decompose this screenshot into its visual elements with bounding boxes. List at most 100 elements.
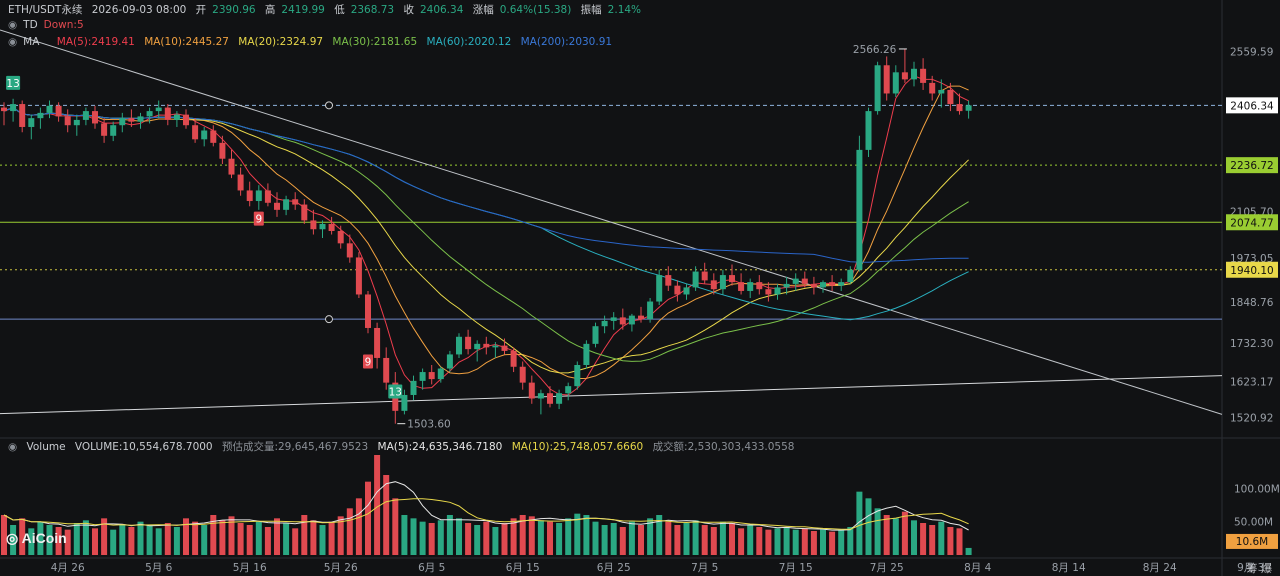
candle <box>683 283 690 300</box>
candle-body <box>110 125 117 136</box>
td-mark: 9 <box>253 211 264 226</box>
eye-icon[interactable]: ◉ <box>8 441 18 453</box>
volume-value: VOLUME:10,554,678.7000 <box>74 441 213 453</box>
candle <box>665 266 672 291</box>
candle <box>911 61 917 87</box>
y-tick-label: 1623.17 <box>1230 377 1273 389</box>
candle-body <box>519 366 526 383</box>
y-tick-label: 2559.59 <box>1230 46 1273 58</box>
volume-bar <box>401 515 408 555</box>
corner-label[interactable]: 筹 爆 <box>1246 562 1273 575</box>
candle <box>219 135 226 164</box>
volume-bar <box>219 520 226 555</box>
candle <box>1 102 7 126</box>
candle-body <box>192 125 199 140</box>
candle <box>456 333 462 358</box>
candle-body <box>865 111 872 150</box>
volume-bar <box>419 521 426 555</box>
candle <box>492 342 499 358</box>
volume-bar <box>528 516 535 555</box>
candle <box>774 283 781 300</box>
volume-bar <box>765 529 772 555</box>
candle-body <box>574 365 581 387</box>
candle <box>583 340 590 369</box>
candle-body <box>838 282 845 286</box>
volume-bar <box>756 527 763 555</box>
ma200-value: MA(200):2030.91 <box>520 36 613 48</box>
volume-bar <box>465 523 472 555</box>
eye-icon[interactable]: ◉ <box>8 36 18 48</box>
symbol[interactable]: ETH/USDT永续 <box>8 4 83 16</box>
candle <box>674 280 681 302</box>
candle-body <box>137 116 144 122</box>
volume-bar <box>510 518 517 555</box>
candle <box>710 273 717 295</box>
candle <box>628 313 635 332</box>
volume-bar <box>92 528 98 555</box>
level-price-tag: 2236.72 <box>1226 157 1278 174</box>
volume-bar <box>37 521 44 555</box>
candle <box>410 375 417 401</box>
candle <box>747 278 754 298</box>
candle <box>765 282 772 302</box>
candle-body <box>665 275 672 286</box>
volume-bar <box>64 529 71 555</box>
candle <box>355 252 362 298</box>
level-price-tag: 2074.77 <box>1226 214 1278 231</box>
high-value: 2419.99 <box>281 4 325 16</box>
candle-body <box>810 283 817 288</box>
volume-header: ◉ Volume VOLUME:10,554,678.7000 预估成交量:29… <box>8 440 800 454</box>
volume-bar <box>710 527 717 555</box>
candle <box>783 276 790 295</box>
volume-bar <box>274 518 280 555</box>
candle <box>437 366 444 383</box>
candle <box>274 192 280 217</box>
candle-body <box>592 326 599 344</box>
candle <box>237 167 244 196</box>
tag-label: 1940.10 <box>1230 265 1273 277</box>
volume-bar <box>610 523 617 555</box>
volume-bar <box>255 521 262 555</box>
candle-body <box>656 275 663 302</box>
candle-body <box>410 380 417 395</box>
candle <box>64 109 71 133</box>
candle-body <box>947 89 954 105</box>
volume-bar <box>911 520 917 555</box>
candle-body <box>601 320 608 327</box>
td-legend[interactable]: ◉ TD Down:5 <box>8 18 90 32</box>
close-value: 2406.34 <box>419 4 464 16</box>
candle-body <box>938 89 945 94</box>
volume-bar <box>173 527 180 555</box>
volume-bar <box>519 515 526 555</box>
candle <box>465 329 472 355</box>
volume-bar <box>10 525 17 555</box>
eye-icon[interactable]: ◉ <box>8 19 18 31</box>
candle-body <box>128 118 135 122</box>
candle-body <box>619 317 626 325</box>
volume-estimate: 预估成交量:29,645,467.9523 <box>221 441 369 453</box>
candle <box>920 58 927 90</box>
ma5-value: MA(5):2419.41 <box>56 36 135 48</box>
volume-bar <box>474 525 481 555</box>
candle-body <box>710 280 717 290</box>
volume-bar <box>547 521 553 555</box>
candle <box>164 104 171 126</box>
amp-value: 2.14% <box>607 4 642 16</box>
candle-body <box>28 118 35 127</box>
ma60-value: MA(60):2020.12 <box>426 36 512 48</box>
candle <box>301 199 308 224</box>
volume-bar <box>201 525 208 555</box>
volume-bar <box>556 523 563 555</box>
volume-bar <box>810 531 817 555</box>
ma-legend[interactable]: ◉ MA MA(5):2419.41 MA(10):2445.27 MA(20):… <box>8 35 618 49</box>
volume-bar <box>28 528 35 555</box>
td-mark-label: 13 <box>6 78 19 90</box>
candle-body <box>465 336 472 350</box>
datetime: 2026-09-03 08:00 <box>91 4 187 16</box>
volume-tick-label: 50.00M <box>1234 517 1273 529</box>
candle <box>283 195 290 216</box>
candle <box>829 275 836 291</box>
volume-bar <box>747 525 754 555</box>
open-value: 2390.96 <box>212 4 256 16</box>
